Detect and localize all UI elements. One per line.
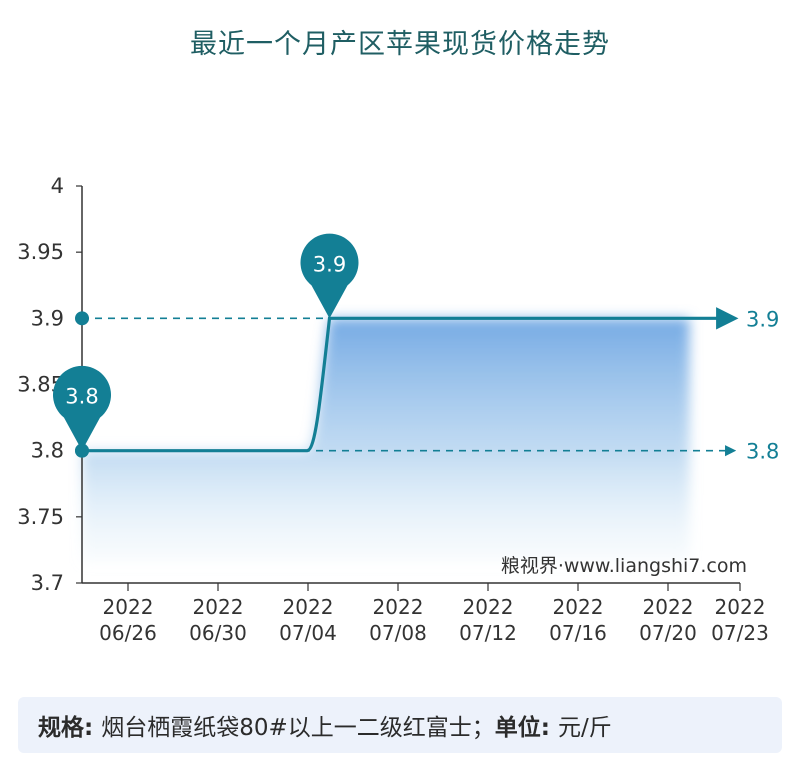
x-tick-date: 07/23: [711, 621, 769, 645]
x-tick-year: 2022: [373, 595, 424, 619]
x-tick-date: 07/04: [279, 621, 337, 645]
y-tick-label: 4: [51, 174, 64, 198]
y-tick-label: 3.7: [31, 571, 64, 595]
x-tick-year: 2022: [463, 595, 514, 619]
x-tick-date: 07/08: [369, 621, 427, 645]
x-tick-year: 2022: [283, 595, 334, 619]
x-tick-date: 06/26: [99, 621, 157, 645]
series-line: [82, 307, 739, 453]
value-callout-pin: [52, 365, 112, 451]
unit-value: 元/斤: [557, 715, 612, 741]
unit-label: 单位:: [494, 715, 550, 741]
spec-footer: 规格: 烟台栖霞纸袋80#以上一二级红富士； 单位: 元/斤: [18, 697, 782, 753]
y-tick-label: 3.9: [31, 306, 64, 330]
y-tick-label: 3.75: [17, 505, 64, 529]
callout-layer: 3.8 3.9: [52, 233, 359, 451]
reference-dot: [75, 311, 89, 326]
reference-label: 3.8: [746, 440, 779, 464]
area-layer: [82, 318, 690, 563]
chart-svg: 43.953.93.853.83.753.7202206/26202206/30…: [17, 174, 779, 645]
value-callout-label: 3.9: [313, 252, 346, 276]
x-tick-year: 2022: [193, 595, 244, 619]
spec-label: 规格:: [38, 715, 94, 741]
x-tick-date: 07/16: [549, 621, 607, 645]
x-tick-year: 2022: [643, 595, 694, 619]
axis-layer: 43.953.93.853.83.753.7202206/26202206/30…: [17, 174, 769, 645]
x-tick-year: 2022: [553, 595, 604, 619]
reference-label: 3.9: [746, 307, 779, 331]
x-tick-date: 06/30: [189, 621, 247, 645]
x-tick-date: 07/20: [639, 621, 697, 645]
y-tick-label: 3.8: [31, 439, 64, 463]
watermark-text: 粮视界·www.liangshi7.com: [501, 555, 747, 577]
area-fill: [82, 318, 690, 563]
value-callout-pin: [300, 233, 359, 319]
y-tick-label: 3.95: [17, 240, 64, 264]
x-tick-year: 2022: [715, 595, 766, 619]
spec-value: 烟台栖霞纸袋80#以上一二级红富士；: [101, 715, 495, 741]
x-tick-year: 2022: [103, 595, 154, 619]
value-callout-label: 3.8: [65, 385, 98, 409]
chart-title: 最近一个月产区苹果现货价格走势: [190, 29, 610, 60]
x-tick-date: 07/12: [459, 621, 517, 645]
